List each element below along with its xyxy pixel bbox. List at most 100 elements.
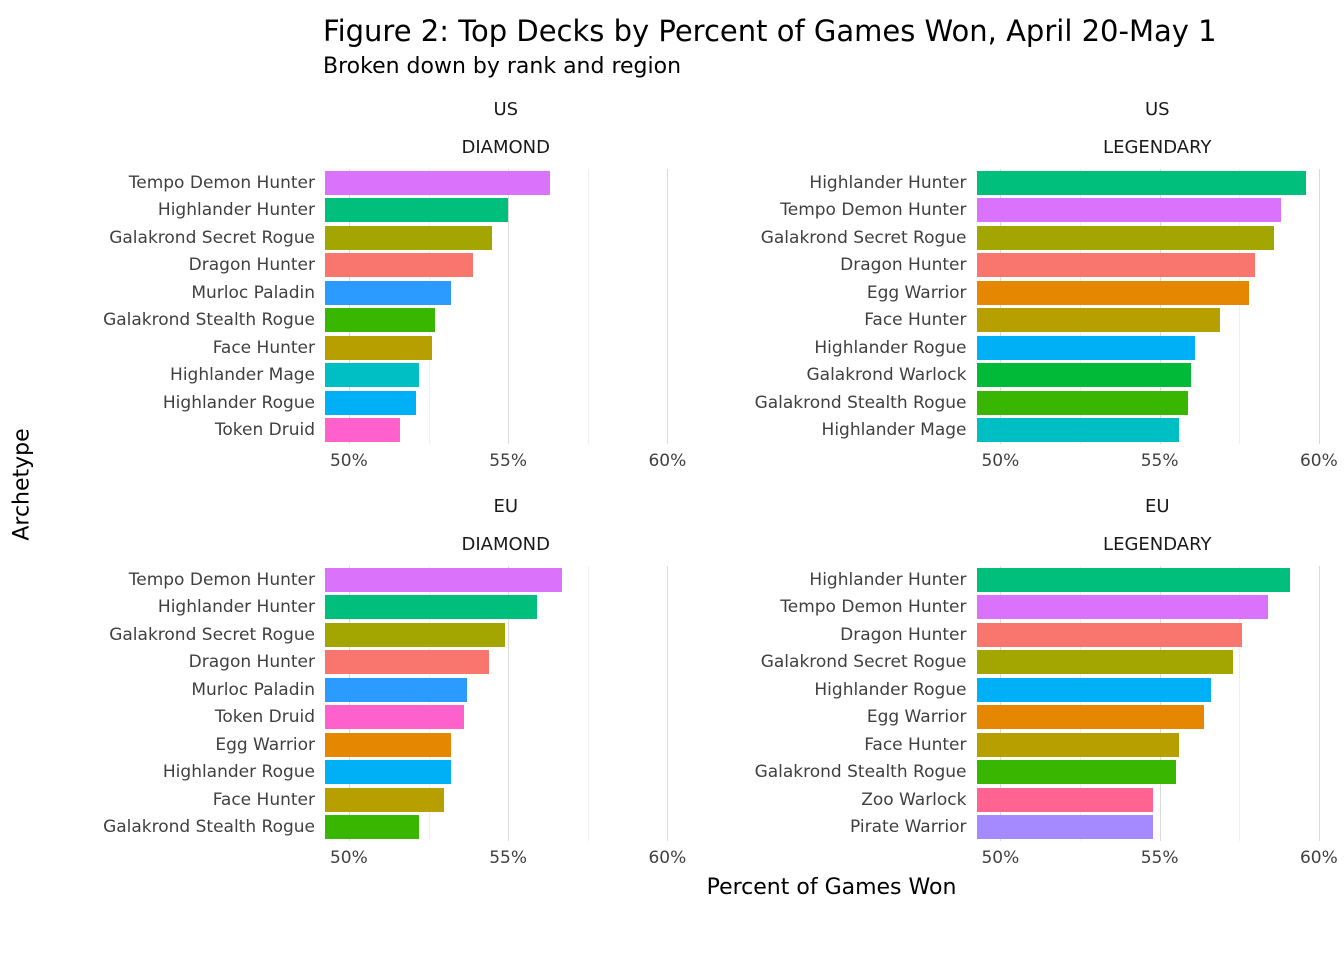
- category-labels: Highlander Hunter Tempo Demon Hunter Galak…: [697, 169, 977, 444]
- bar: [325, 677, 467, 702]
- minor-gridline: [428, 169, 430, 444]
- major-gridline: [1318, 566, 1320, 841]
- bar-row: [325, 307, 687, 335]
- bar: [976, 677, 1211, 702]
- bar: [976, 705, 1205, 730]
- x-tick-label: 55%: [489, 451, 528, 471]
- bar: [976, 622, 1243, 647]
- major-gridline: [1159, 566, 1161, 841]
- bar: [325, 787, 445, 812]
- x-tick-label: 55%: [1140, 451, 1179, 471]
- bar-row: [325, 197, 687, 225]
- plot-panel: [976, 566, 1339, 841]
- category-label: Face Hunter: [212, 789, 315, 810]
- bar: [976, 225, 1275, 250]
- facet-region-label: US: [1144, 98, 1170, 120]
- bar: [325, 198, 509, 223]
- bar: [976, 198, 1281, 223]
- minor-gridline: [587, 169, 589, 444]
- facet-rank-label: LEGENDARY: [1103, 533, 1212, 555]
- bar: [976, 280, 1249, 305]
- bar-row: [976, 252, 1339, 280]
- bar: [325, 650, 490, 675]
- facet-rank-label: DIAMOND: [461, 136, 550, 158]
- facet-region-label: US: [493, 98, 519, 120]
- category-label: Token Druid: [214, 420, 315, 441]
- x-tick-label: 60%: [648, 451, 687, 471]
- category-labels: Tempo Demon Hunter Highlander Hunter Galak…: [45, 169, 325, 444]
- bar-row: [325, 252, 687, 280]
- y-axis-title-gutter: Archetype: [0, 93, 45, 875]
- x-tick-label: 60%: [1299, 848, 1338, 868]
- bar-row: [325, 704, 687, 732]
- category-label: Galakrond Secret Rogue: [109, 227, 315, 248]
- bar-row: [325, 759, 687, 787]
- bar: [976, 595, 1268, 620]
- category-label: Murloc Paladin: [191, 282, 315, 303]
- bar: [325, 308, 435, 333]
- bar: [325, 418, 400, 443]
- bar-row: [976, 676, 1339, 704]
- facet-region-label: EU: [493, 495, 519, 517]
- bar-row: [325, 279, 687, 307]
- bar-row: [325, 224, 687, 252]
- category-label: Egg Warrior: [215, 734, 315, 755]
- category-label: Highlander Rogue: [814, 679, 967, 700]
- category-label: Face Hunter: [864, 734, 967, 755]
- bar: [976, 760, 1176, 785]
- category-label: Galakrond Stealth Rogue: [754, 392, 967, 413]
- bar-row: [325, 649, 687, 677]
- category-label: Dragon Hunter: [840, 624, 967, 645]
- facet-grid: US DIAMOND Tempo Demon Hunter Highlander Hu…: [45, 93, 1338, 875]
- bar: [325, 363, 419, 388]
- category-label: Dragon Hunter: [188, 255, 315, 276]
- category-label: Highlander Hunter: [809, 569, 967, 590]
- bar-row: [976, 197, 1339, 225]
- bar-row: [325, 814, 687, 842]
- bar-row: [976, 759, 1339, 787]
- category-label: Face Hunter: [864, 310, 967, 331]
- category-label: Tempo Demon Hunter: [780, 200, 967, 221]
- bar: [325, 705, 464, 730]
- x-axis-ticks: 50% 55% 60%: [325, 444, 687, 478]
- bar-row: [976, 594, 1339, 622]
- major-gridline: [1000, 169, 1002, 444]
- facet-rank-label: LEGENDARY: [1103, 136, 1212, 158]
- x-axis-ticks: 50% 55% 60%: [325, 841, 687, 875]
- bar: [325, 253, 474, 278]
- category-labels: Tempo Demon Hunter Highlander Hunter Galak…: [45, 566, 325, 841]
- x-tick-label: 50%: [329, 451, 368, 471]
- major-gridline: [348, 169, 350, 444]
- x-tick-label: 55%: [489, 848, 528, 868]
- bar-row: [976, 621, 1339, 649]
- x-axis-title: Percent of Games Won: [706, 875, 957, 900]
- minor-gridline: [1239, 566, 1241, 841]
- category-label: Tempo Demon Hunter: [128, 569, 315, 590]
- bar: [325, 760, 451, 785]
- bar: [325, 732, 451, 757]
- minor-gridline: [428, 566, 430, 841]
- minor-gridline: [587, 566, 589, 841]
- bar: [325, 815, 419, 840]
- chart-title: Figure 2: Top Decks by Percent of Games …: [323, 14, 1217, 48]
- category-label: Highlander Rogue: [162, 762, 315, 783]
- category-label: Highlander Hunter: [157, 597, 315, 618]
- bar: [325, 170, 550, 195]
- bar: [976, 308, 1221, 333]
- x-tick-label: 60%: [1299, 451, 1338, 471]
- minor-gridline: [1080, 566, 1081, 841]
- bar-row: [325, 417, 687, 445]
- plot-panel: [325, 566, 687, 841]
- facet-us-legendary: US LEGENDARY Highlander Hunter Tempo Demon …: [697, 93, 1339, 478]
- bar-row: [976, 307, 1339, 335]
- bar-row: [325, 362, 687, 390]
- bar-row: [976, 279, 1339, 307]
- category-label: Token Druid: [214, 707, 315, 728]
- major-gridline: [667, 169, 669, 444]
- facet-eu-diamond: EU DIAMOND Tempo Demon Hunter Highlander Hu…: [45, 490, 687, 875]
- category-label: Galakrond Stealth Rogue: [754, 762, 967, 783]
- bar: [976, 363, 1192, 388]
- x-axis-ticks: 50% 55% 60%: [977, 841, 1339, 875]
- category-label: Highlander Rogue: [162, 392, 315, 413]
- x-tick-label: 55%: [1140, 848, 1179, 868]
